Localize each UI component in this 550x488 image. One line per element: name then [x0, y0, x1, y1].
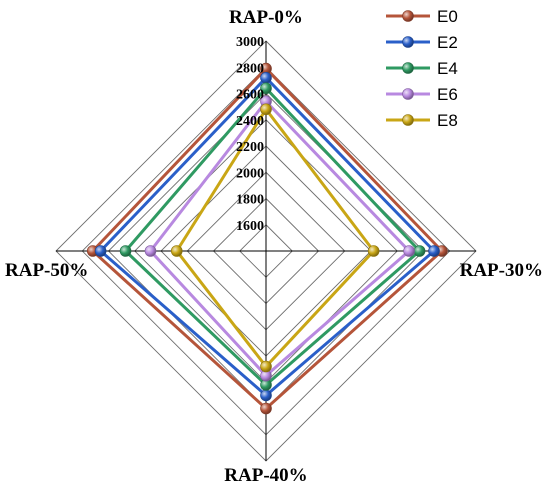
data-point-e4: [119, 245, 132, 257]
data-point-e8: [367, 245, 380, 257]
data-point-e2: [260, 389, 272, 402]
radar-tick-labels: 1600 1800 2000 2200 2400 2600 2800 3000: [236, 35, 264, 234]
series-e0: [86, 62, 448, 415]
data-point-e8: [170, 245, 183, 257]
series-line-e4: [123, 86, 422, 387]
data-point-e8: [260, 360, 272, 373]
legend-label: E8: [437, 111, 458, 130]
legend-marker: [402, 36, 414, 48]
series-e8: [170, 103, 380, 373]
legend-item: E4: [386, 59, 458, 78]
data-point-e6: [144, 245, 157, 257]
tick-label: 2600: [236, 88, 264, 103]
data-point-e6: [403, 245, 415, 257]
legend-item: E8: [386, 111, 458, 130]
legend-item: E0: [386, 7, 458, 26]
tick-label: 1800: [236, 193, 264, 208]
legend-marker: [402, 62, 414, 74]
tick-label: 2400: [236, 114, 264, 129]
radar-axis-titles: RAP-0% RAP-30% RAP-40% RAP-50%: [5, 7, 543, 486]
legend-item: E6: [386, 85, 458, 104]
series-e2: [94, 71, 440, 402]
legend-label: E6: [437, 85, 458, 104]
series-line-e2: [98, 75, 437, 398]
axis-title: RAP-40%: [224, 465, 307, 486]
tick-label: 2800: [236, 61, 264, 76]
tick-label: 2200: [236, 140, 264, 155]
axis-title: RAP-30%: [460, 260, 543, 281]
data-point-e8: [260, 103, 272, 116]
data-point-e2: [94, 245, 107, 257]
axis-title: RAP-0%: [229, 7, 303, 28]
legend: E0 E2 E4 E6 E8: [386, 7, 458, 130]
data-point-e0: [260, 402, 272, 415]
series-e4: [119, 82, 426, 391]
series-e6: [144, 95, 415, 382]
legend-label: E4: [437, 59, 458, 78]
tick-label: 2000: [236, 166, 264, 181]
legend-item: E2: [386, 33, 458, 52]
radar-series: [86, 62, 448, 415]
data-point-e2: [428, 245, 440, 257]
data-point-e4: [260, 82, 272, 95]
legend-label: E0: [437, 7, 458, 26]
tick-label: 1600: [236, 219, 264, 234]
legend-label: E2: [437, 33, 458, 52]
legend-marker: [402, 10, 414, 22]
data-point-e4: [413, 245, 426, 257]
axis-title: RAP-50%: [5, 260, 88, 281]
legend-marker: [402, 114, 414, 126]
tick-label: 3000: [236, 35, 264, 50]
legend-marker: [402, 88, 414, 100]
